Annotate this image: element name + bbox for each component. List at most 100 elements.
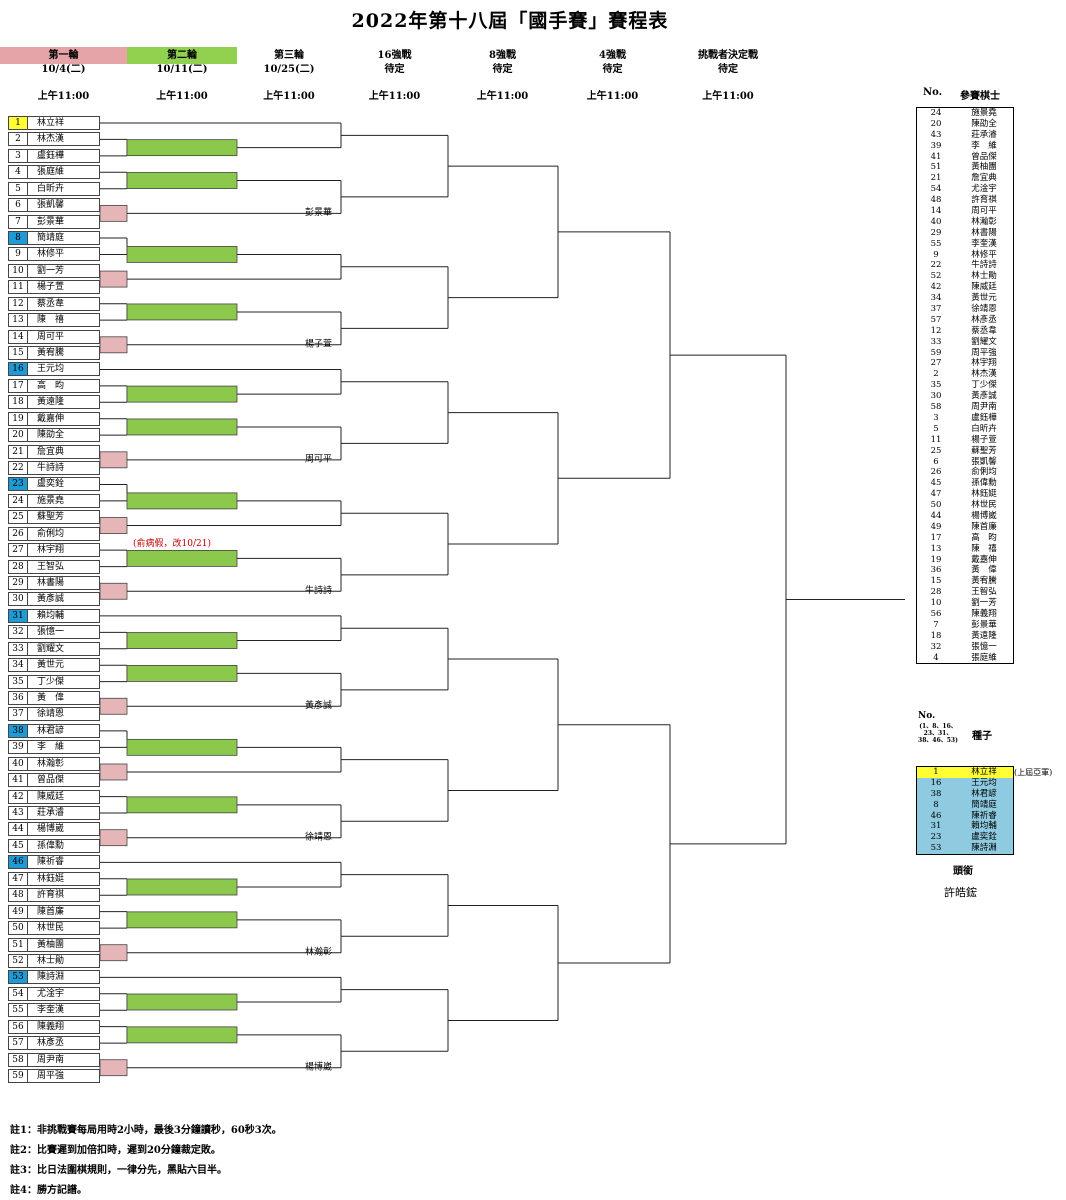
player-list-name: 戴嘉伸 xyxy=(971,554,997,565)
player-list-name: 詹宜典 xyxy=(971,173,997,184)
player-list-name: 張庭維 xyxy=(971,652,997,663)
seed-name: 賴均輔 xyxy=(971,821,997,832)
player-list-name: 陳劭全 xyxy=(971,118,997,129)
player-number: 32 xyxy=(9,626,28,639)
player-name: 楊博崴 xyxy=(37,824,65,835)
player-list-name: 施景堯 xyxy=(971,108,997,118)
player-list-row: 59 周平強 xyxy=(917,348,1013,359)
player-name: 尤淦宇 xyxy=(37,988,65,999)
player-list-name: 林士勛 xyxy=(971,271,997,282)
player-number: 50 xyxy=(9,922,28,935)
player-name: 張凱馨 xyxy=(37,200,65,211)
player-number: 44 xyxy=(9,823,28,836)
round2-match-box xyxy=(126,385,238,403)
player-name: 蔡丞韋 xyxy=(37,298,65,309)
player-number: 9 xyxy=(9,248,28,261)
player-list-row: 44 楊博崴 xyxy=(917,511,1013,522)
player-row: 13 陳 禧 xyxy=(8,313,100,328)
seed-name: 林君諺 xyxy=(971,788,997,799)
player-list-row: 55 李奎漢 xyxy=(917,239,1013,250)
player-list-no: 43 xyxy=(930,129,942,140)
round-header-7: 挑戰者決定戰 待定 xyxy=(668,47,788,76)
player-row: 39 李 維 xyxy=(8,740,100,755)
seed-row: 23 盧奕銓 xyxy=(917,832,1013,844)
player-row: 49 陳首廉 xyxy=(8,904,100,919)
player-name: 陳首廉 xyxy=(37,906,65,917)
player-list-row: 7 彭景華 xyxy=(917,620,1013,631)
round-time: 上午11:00 xyxy=(702,91,754,102)
player-number: 45 xyxy=(9,839,28,852)
player-name: 黃世元 xyxy=(37,660,65,671)
player-number: 10 xyxy=(9,264,28,277)
player-list-row: 22 牛詩詩 xyxy=(917,260,1013,271)
round-date: 待定 xyxy=(718,64,738,75)
player-list-name: 黃 偉 xyxy=(971,565,997,576)
round2-match-box xyxy=(126,738,238,756)
round3-winner-label: 黃彥誠 xyxy=(305,699,332,711)
player-row: 3 盧鈺樺 xyxy=(8,148,100,163)
player-list-row: 48 許育祺 xyxy=(917,195,1013,206)
player-list-name: 周可平 xyxy=(971,206,997,217)
seed-name: 林立祥 xyxy=(971,767,997,777)
player-name: 劉耀文 xyxy=(37,643,65,654)
player-name: 牛詩詩 xyxy=(37,463,65,474)
round-time: 上午11:00 xyxy=(368,91,421,102)
footnote: 註1：非挑戰賽每局用時2小時，最後3分鐘讀秒，60秒3次。 xyxy=(10,1125,282,1136)
player-name: 李奎漢 xyxy=(37,1005,65,1016)
player-list-name: 曾品傑 xyxy=(971,151,997,162)
player-list-row: 25 蘇聖芳 xyxy=(917,446,1013,457)
player-number: 20 xyxy=(9,429,28,442)
player-name: 林世民 xyxy=(37,923,65,934)
seed-no-header: No. xyxy=(918,711,936,721)
round-header-2: 第二輪 10/11(二) xyxy=(127,47,237,76)
player-list-name: 黃彥誠 xyxy=(971,391,997,402)
player-row: 9 林修平 xyxy=(8,247,100,262)
title-holder-label: 頭銜 xyxy=(953,866,973,877)
player-list-row: 33 劉耀文 xyxy=(917,337,1013,348)
player-list-row: 4 張庭維 xyxy=(917,653,1013,664)
player-list-row: 35 丁少傑 xyxy=(917,380,1013,391)
round-header-3: 第三輪 10/25(二) xyxy=(237,47,341,76)
player-number: 16 xyxy=(9,363,28,376)
player-number: 2 xyxy=(9,133,28,146)
player-list-no: 12 xyxy=(930,325,942,336)
seed-row: 31 賴均輔 xyxy=(917,821,1013,833)
player-list-no: 2 xyxy=(933,369,939,380)
player-list-row: 14 周可平 xyxy=(917,206,1013,217)
player-list-name: 白昕卉 xyxy=(971,423,997,434)
player-list-row: 9 林修平 xyxy=(917,250,1013,261)
seed-no: 31 xyxy=(930,821,942,832)
seed-first-note: (上屆亞軍) xyxy=(1014,768,1053,777)
player-list-row: 21 詹宜典 xyxy=(917,173,1013,184)
player-name: 詹宜典 xyxy=(37,446,65,457)
player-list-no: 52 xyxy=(930,271,942,282)
player-number: 30 xyxy=(9,593,28,606)
player-list-name: 李奎漢 xyxy=(971,238,997,249)
round1-match-box xyxy=(99,451,128,469)
player-name: 俞俐均 xyxy=(37,528,65,539)
player-row: 44 楊博崴 xyxy=(8,822,100,837)
player-name: 陳 禧 xyxy=(37,315,65,326)
player-list-row: 20 陳劭全 xyxy=(917,119,1013,130)
footnote: 註3：比日法圍棋規則，一律分先，黑貼六目半。 xyxy=(10,1165,227,1176)
player-list-no: 21 xyxy=(930,173,942,184)
seed-no: 38 xyxy=(930,788,942,799)
player-row: 31 賴均輔 xyxy=(8,608,100,623)
player-name: 黃宥騰 xyxy=(37,348,65,359)
player-list-name: 丁少傑 xyxy=(971,380,997,391)
player-row: 53 陳詩淵 xyxy=(8,970,100,985)
player-row: 48 許育祺 xyxy=(8,888,100,903)
player-list-row: 28 王智弘 xyxy=(917,587,1013,598)
player-number: 6 xyxy=(9,199,28,212)
player-row: 58 周尹南 xyxy=(8,1052,100,1067)
player-row: 2 林杰漢 xyxy=(8,132,100,147)
player-list-row: 5 白昕卉 xyxy=(917,424,1013,435)
player-list-name: 林書陽 xyxy=(971,227,997,238)
player-row: 36 黃 偉 xyxy=(8,691,100,706)
player-row: 22 牛詩詩 xyxy=(8,461,100,476)
player-list-no: 40 xyxy=(930,216,942,227)
player-list-row: 54 尤淦宇 xyxy=(917,184,1013,195)
seed-name-header: 種子 xyxy=(972,731,992,742)
round-date: 10/25(二) xyxy=(263,64,315,75)
player-list-no-header: No. xyxy=(923,87,943,98)
